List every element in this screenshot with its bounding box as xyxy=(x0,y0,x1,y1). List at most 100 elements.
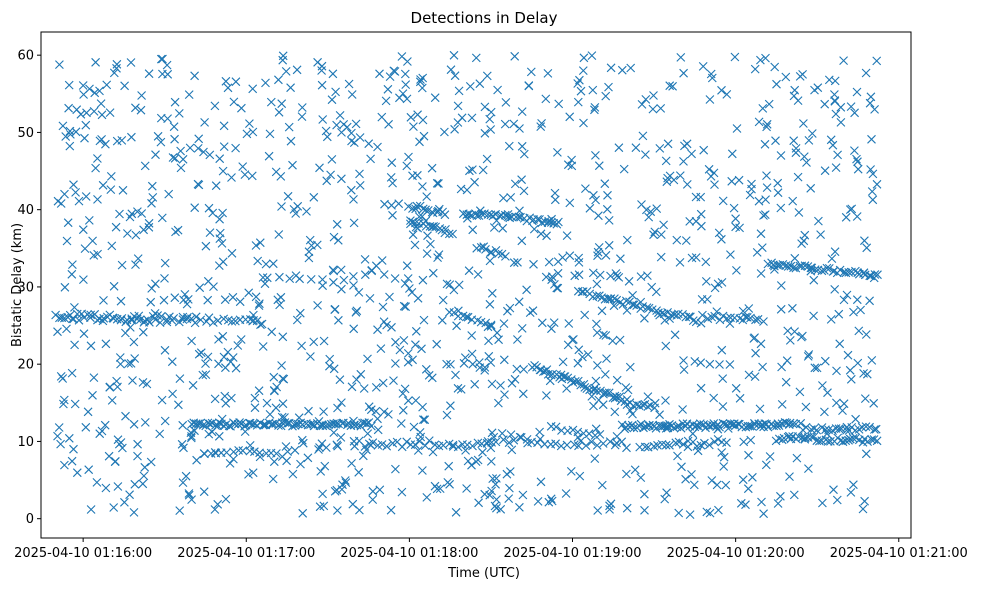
detection-point xyxy=(643,402,653,411)
detection-point xyxy=(648,104,658,114)
detection-point xyxy=(382,441,392,451)
detection-point xyxy=(112,63,121,73)
detection-point xyxy=(771,136,780,146)
detection-point xyxy=(683,442,693,452)
detection-point xyxy=(501,252,510,261)
detection-point xyxy=(262,398,272,408)
detection-point xyxy=(750,64,760,74)
detection-point xyxy=(226,357,236,367)
detection-point xyxy=(403,57,412,66)
detection-point xyxy=(440,127,449,137)
detection-point xyxy=(107,396,117,405)
detection-point xyxy=(449,50,459,60)
detection-point xyxy=(848,433,858,443)
detection-point xyxy=(156,137,166,147)
detection-point xyxy=(623,385,633,395)
detection-point xyxy=(91,163,100,173)
detection-point xyxy=(482,71,492,81)
detection-point xyxy=(603,190,612,200)
detection-point xyxy=(339,275,349,285)
detection-point xyxy=(812,425,822,435)
detection-point xyxy=(60,189,69,199)
detection-point xyxy=(421,364,431,374)
detection-point xyxy=(624,276,634,286)
detection-point xyxy=(510,179,520,189)
detection-point xyxy=(794,208,804,217)
detection-point xyxy=(680,141,689,151)
detection-point xyxy=(781,377,791,387)
detection-point xyxy=(700,438,709,448)
detection-point xyxy=(158,69,167,79)
detection-point xyxy=(332,120,341,130)
detection-point xyxy=(546,218,556,227)
detection-point xyxy=(853,164,863,174)
detection-point xyxy=(354,467,364,477)
detection-point xyxy=(606,63,616,73)
detection-point xyxy=(133,451,142,461)
detection-point xyxy=(719,462,729,471)
x-tick-label: 2025-04-10 01:16:00 xyxy=(14,546,152,561)
detection-point xyxy=(214,335,223,344)
detection-point xyxy=(121,317,131,327)
detection-point xyxy=(328,69,338,79)
detection-point xyxy=(504,141,514,151)
detection-point xyxy=(643,392,653,401)
detection-point xyxy=(387,158,397,168)
detection-point xyxy=(80,133,89,143)
detection-point xyxy=(614,143,624,153)
detection-point xyxy=(281,67,291,76)
detection-point xyxy=(566,467,576,476)
detection-point xyxy=(322,176,332,186)
detection-point xyxy=(509,119,519,129)
detection-point xyxy=(297,435,307,445)
detection-point xyxy=(137,209,147,218)
detection-point xyxy=(453,383,463,393)
detection-point xyxy=(302,207,311,216)
detection-point xyxy=(662,177,672,187)
detection-point xyxy=(442,359,451,369)
detection-point xyxy=(479,242,489,252)
detection-point xyxy=(293,201,303,211)
detection-point xyxy=(830,76,840,86)
detection-point xyxy=(773,188,783,198)
detection-point xyxy=(349,195,358,204)
detection-point xyxy=(563,426,572,436)
detection-point xyxy=(446,65,456,75)
detection-point xyxy=(869,435,879,444)
detection-point xyxy=(170,134,179,144)
detection-point xyxy=(525,308,535,317)
detection-point xyxy=(702,295,712,304)
detection-point xyxy=(834,424,844,434)
detection-point xyxy=(826,135,836,145)
detection-point xyxy=(418,466,427,475)
detection-point xyxy=(219,121,229,131)
detection-point xyxy=(835,339,845,349)
detection-point xyxy=(605,294,615,304)
detection-point xyxy=(490,501,500,511)
detection-point xyxy=(743,484,753,494)
detection-point xyxy=(352,375,361,384)
detection-point xyxy=(291,209,301,218)
detection-point xyxy=(832,366,841,376)
detection-point xyxy=(221,398,231,408)
detection-point xyxy=(784,431,794,441)
detection-point xyxy=(278,55,288,65)
detection-point xyxy=(217,239,227,248)
y-axis-title: Bistatic Delay (km) xyxy=(10,223,25,347)
detection-point xyxy=(227,173,236,182)
detection-point xyxy=(160,274,169,283)
detection-point xyxy=(433,253,442,262)
detection-point xyxy=(218,166,228,176)
detection-point xyxy=(446,401,455,411)
y-tick-label: 20 xyxy=(17,358,34,373)
detection-point xyxy=(410,440,420,450)
detection-point xyxy=(696,209,706,219)
detection-point xyxy=(731,383,741,393)
detection-point xyxy=(727,176,737,186)
detection-point xyxy=(278,374,288,383)
detection-point xyxy=(547,272,557,282)
detection-point xyxy=(375,69,384,79)
detection-point xyxy=(205,419,215,429)
detection-point xyxy=(277,361,286,370)
detection-point xyxy=(638,400,648,410)
